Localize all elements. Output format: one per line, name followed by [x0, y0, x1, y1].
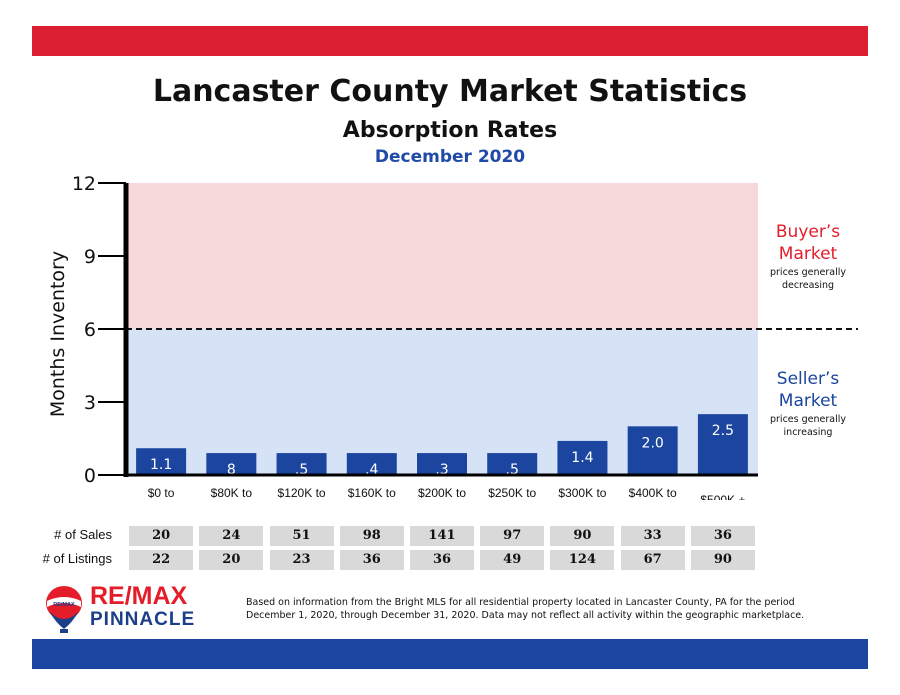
table-row-label: # of Sales: [54, 527, 112, 542]
bar-data-label: 8: [227, 462, 236, 478]
bar: [417, 453, 467, 475]
buyers-market-description: decreasing: [782, 280, 834, 291]
bar-data-label: 1.4: [571, 450, 593, 466]
table-cell: 124: [550, 550, 615, 570]
absorption-rate-chart: 1.1$0 to$79.9K8$80K to$119.9K.5$120K to$…: [47, 173, 858, 500]
y-tick-label: 3: [84, 392, 96, 414]
table-cell: 49: [480, 550, 545, 570]
sellers-market-title: Market: [779, 391, 838, 411]
buyers-market-description: prices generally: [770, 267, 846, 278]
table-cell: 90: [690, 550, 755, 570]
category-label: $160K to: [348, 486, 396, 500]
period-label: December 2020: [374, 147, 526, 167]
balloon-text: RE/MAX: [53, 602, 75, 608]
balloon-icon: RE/MAX: [46, 586, 82, 633]
table-cell: 141: [410, 526, 474, 546]
table-row-label: # of Listings: [42, 551, 112, 566]
table-cell: 36: [410, 550, 474, 570]
buyers-market-title: Buyer’s: [776, 222, 840, 242]
y-tick-label: 12: [72, 173, 96, 195]
table-cell: 20: [199, 550, 264, 570]
table-cell: 24: [199, 526, 264, 546]
bottom-blue-bar: [32, 639, 868, 669]
sellers-market-title: Seller’s: [777, 369, 840, 389]
bar: [697, 414, 748, 475]
sellers-market-description: increasing: [784, 427, 833, 438]
y-tick-label: 9: [84, 246, 96, 268]
y-tick-label: 0: [84, 465, 96, 487]
bar: [487, 453, 538, 475]
sellers-market-description: prices generally: [770, 414, 846, 425]
table-cell: 90: [550, 526, 615, 546]
table-cell: 67: [620, 550, 685, 570]
page-title: Lancaster County Market Statistics: [152, 74, 748, 109]
table-cell: 36: [339, 550, 404, 570]
table-cell: 36: [690, 526, 755, 546]
category-label: $120K to: [278, 486, 326, 500]
category-label: $80K to: [211, 486, 253, 500]
table-cell: 51: [269, 526, 334, 546]
table-cell: 98: [339, 526, 404, 546]
table-cell: 23: [269, 550, 334, 570]
data-source-footnote: Based on information from the Bright MLS…: [246, 597, 805, 621]
buyers-market-title: Market: [779, 244, 838, 264]
category-label: $300K to: [558, 486, 606, 500]
bar-data-label: 2.5: [712, 423, 734, 439]
category-label: $250K to: [488, 486, 536, 500]
bar-data-label: 2.0: [642, 435, 664, 451]
buyers-market-zone: [126, 183, 758, 329]
bar: [136, 448, 187, 475]
logo-remax-text: RE/MAX: [90, 582, 188, 610]
chart-subtitle: Absorption Rates: [342, 118, 558, 143]
logo-pinnacle-text: PINNACLE: [90, 609, 196, 630]
bar-data-label: 1.1: [150, 457, 172, 473]
category-label: $0 to: [148, 486, 175, 500]
bar: [627, 426, 678, 475]
category-label: $400K to: [629, 486, 677, 500]
y-axis-title: Months Inventory: [47, 251, 69, 417]
remax-pinnacle-logo: RE/MAX RE/MAX PINNACLE: [44, 582, 234, 635]
category-label: $200K to: [418, 486, 466, 500]
category-label: $500K +: [700, 493, 745, 500]
table-cell: 97: [480, 526, 545, 546]
table-cell: 22: [129, 550, 194, 570]
bar: [276, 453, 327, 475]
y-tick-label: 6: [84, 319, 96, 341]
table-cell: 20: [129, 526, 194, 546]
bar: [206, 453, 257, 475]
top-red-bar: [32, 26, 868, 56]
bar: [557, 440, 608, 475]
table-cell: 33: [620, 526, 685, 546]
bar: [346, 453, 397, 475]
